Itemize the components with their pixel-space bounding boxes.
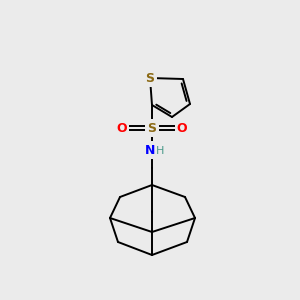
Text: N: N: [145, 143, 155, 157]
Text: S: S: [148, 122, 157, 134]
Text: S: S: [146, 71, 154, 85]
Text: O: O: [117, 122, 127, 134]
Text: O: O: [177, 122, 187, 134]
Text: H: H: [156, 146, 164, 156]
